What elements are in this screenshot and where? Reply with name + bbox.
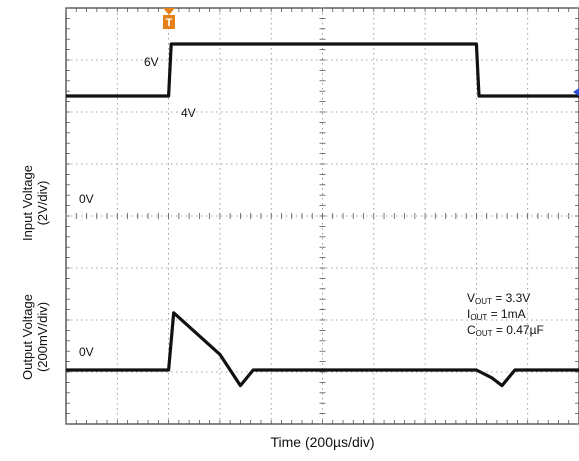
vout-annotation: VOUT = 3.3V [467, 291, 530, 306]
traces [66, 42, 579, 388]
trigger-marker-label: T [166, 17, 173, 29]
output-voltage-trace [66, 311, 579, 388]
output-voltage-axis-label: Output Voltage (200mV/div) [20, 257, 50, 417]
iout-annotation: IOUT = 1mA [467, 307, 526, 322]
input-level-4v-label: 4V [181, 106, 196, 120]
input-level-0v-label: 0V [79, 192, 94, 206]
cout-annotation: COUT = 0.47µF [467, 323, 544, 338]
x-axis-label: Time (200µs/div) [270, 434, 375, 450]
output-voltage-label-line2: (200mV/div) [35, 301, 50, 373]
input-level-6v-label: 6V [144, 55, 159, 69]
output-voltage-label-line1: Output Voltage [20, 294, 35, 381]
channel-offset-arrow-icon [573, 88, 579, 96]
output-level-0v-label: 0V [79, 345, 94, 359]
input-voltage-trace [66, 42, 579, 98]
grid [65, 7, 579, 425]
level-labels: 6V 4V 0V 0V [79, 55, 196, 359]
trigger-marker-icon: T [163, 8, 175, 29]
conditions-annotation: VOUT = 3.3V IOUT = 1mA COUT = 0.47µF [467, 291, 544, 338]
